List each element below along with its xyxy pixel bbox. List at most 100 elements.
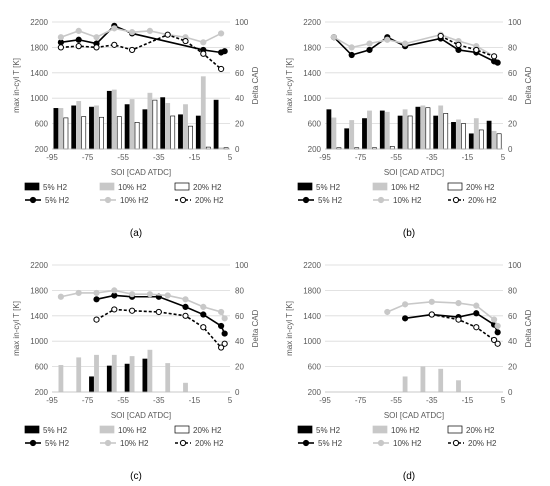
legend-label: 5% H2	[43, 183, 68, 192]
line-marker	[455, 300, 462, 307]
line-marker	[218, 65, 225, 73]
bar-10h2	[76, 101, 82, 150]
legend-label: 10% H2	[120, 196, 149, 205]
bar-10h2	[129, 99, 135, 150]
bar-5h2	[178, 114, 183, 150]
y-tick-label: 600	[308, 363, 322, 372]
legend-bar-swatch	[99, 182, 115, 191]
line-marker	[57, 44, 65, 51]
line-marker	[218, 322, 225, 330]
bar-10h2	[331, 117, 337, 150]
legend-line-marker	[104, 439, 112, 447]
x-tick-label: -15	[189, 153, 201, 162]
line-marker	[491, 316, 498, 323]
y2-axis-title: Delta CAD	[524, 66, 533, 104]
bar-5h2	[415, 106, 421, 150]
y-tick-label: 600	[35, 363, 49, 372]
y2-tick-label: 80	[235, 286, 244, 295]
legend-bar-swatch	[297, 425, 313, 434]
line-marker	[111, 292, 118, 299]
line-marker	[494, 59, 501, 66]
legend-label: 10% H2	[118, 183, 147, 192]
legend-label: 20% H2	[468, 196, 497, 205]
bar-10h2	[438, 368, 444, 393]
legend-bar-swatch	[99, 425, 115, 434]
bar-20h2	[496, 133, 502, 150]
chart-panel-a: 200 600 1000 1400 1800 2200 0 20 40 60 80 100 -95 -75…	[12, 18, 260, 239]
legend-label: 20% H2	[193, 426, 222, 435]
line-marker	[455, 46, 462, 54]
y2-tick-label: 80	[235, 43, 244, 52]
y2-tick-label: 80	[508, 286, 517, 295]
x-axis-title: SOI [CAD ATDC]	[111, 411, 171, 420]
y2-tick-label: 0	[508, 388, 513, 397]
bar-20h2	[188, 125, 193, 150]
x-tick-label: -15	[462, 396, 474, 405]
bar-10h2	[76, 357, 82, 393]
line-marker	[93, 316, 100, 323]
legend-line-marker	[452, 196, 460, 204]
line-marker	[455, 41, 462, 48]
y2-tick-label: 60	[508, 69, 517, 78]
y-tick-label: 1000	[303, 94, 321, 103]
bar-5h2	[213, 99, 219, 150]
y-tick-label: 1400	[30, 69, 48, 78]
line-marker	[93, 34, 100, 41]
x-tick-label: -15	[462, 153, 474, 162]
bar-10h2	[367, 110, 372, 150]
bar-5h2	[195, 115, 201, 150]
legend-label: 10% H2	[393, 439, 422, 448]
legend-line-marker	[302, 439, 310, 447]
line-marker	[221, 315, 228, 322]
line-marker	[473, 46, 480, 54]
legend-line-marker	[29, 196, 37, 204]
y-tick-label: 200	[35, 388, 49, 397]
line-marker	[473, 302, 480, 309]
line-marker	[200, 324, 207, 331]
line-marker	[218, 30, 225, 37]
line-marker	[146, 291, 153, 298]
bar-20h2	[407, 115, 413, 150]
line-marker	[221, 330, 228, 337]
legend-label: 5% H2	[316, 426, 341, 435]
line-marker	[182, 303, 189, 311]
line-marker	[93, 289, 100, 297]
x-axis-title: SOI [CAD ATDC]	[111, 168, 171, 177]
line-marker	[491, 336, 498, 344]
x-tick-label: 5	[501, 396, 506, 405]
y-tick-label: 200	[35, 145, 49, 154]
y-tick-label: 1800	[30, 286, 48, 295]
bar-5h2	[142, 358, 148, 393]
bar-5h2	[89, 376, 94, 393]
y2-tick-label: 40	[508, 337, 517, 346]
line-marker	[428, 311, 435, 318]
line-marker	[200, 50, 207, 57]
y2-tick-label: 60	[235, 69, 244, 78]
bar-5h2	[124, 104, 130, 150]
legend-bar-swatch	[24, 182, 40, 191]
y2-tick-label: 0	[508, 145, 513, 154]
bar-5h2	[451, 122, 456, 150]
bar-10h2	[438, 105, 444, 150]
legend-line-marker	[452, 439, 460, 447]
line-marker	[57, 34, 65, 41]
panel-label: (d)	[403, 471, 415, 482]
legend-label: 20% H2	[195, 439, 224, 448]
line-marker	[494, 340, 501, 347]
y-tick-label: 200	[308, 145, 322, 154]
legend-bar-swatch	[372, 182, 388, 191]
line-marker	[221, 48, 228, 55]
y2-tick-label: 20	[508, 363, 517, 372]
y-tick-label: 600	[35, 120, 49, 129]
legend-label: 5% H2	[45, 439, 70, 448]
bar-5h2	[379, 110, 385, 150]
chart-panel-d: 200 600 1000 1400 1800 2200 0 20 40 60 80 100 -95 -75…	[285, 261, 533, 482]
line-5h2	[333, 36, 498, 64]
line-marker	[348, 44, 355, 51]
bar-5h2	[106, 90, 112, 150]
line-marker	[75, 43, 82, 50]
y2-tick-label: 80	[508, 43, 517, 52]
bar-10h2	[456, 380, 461, 393]
line-marker	[348, 51, 355, 59]
